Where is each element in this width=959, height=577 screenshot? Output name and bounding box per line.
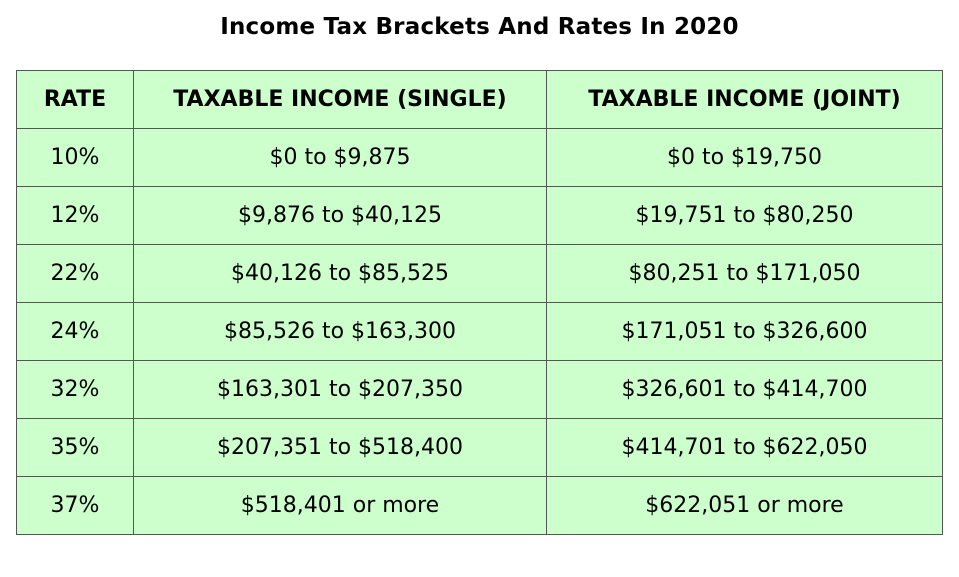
table-row: 24% $85,526 to $163,300 $171,051 to $326…	[16, 302, 943, 361]
rate-cell: 22%	[16, 244, 134, 303]
table-row: 12% $9,876 to $40,125 $19,751 to $80,250	[16, 186, 943, 245]
single-income-cell: $85,526 to $163,300	[133, 302, 547, 361]
table-row: 35% $207,351 to $518,400 $414,701 to $62…	[16, 418, 943, 477]
tax-brackets-table: RATE TAXABLE INCOME (SINGLE) TAXABLE INC…	[16, 70, 943, 535]
table-row: 10% $0 to $9,875 $0 to $19,750	[16, 128, 943, 187]
header-taxable-income-single: TAXABLE INCOME (SINGLE)	[133, 70, 547, 129]
header-rate: RATE	[16, 70, 134, 129]
table-row: 32% $163,301 to $207,350 $326,601 to $41…	[16, 360, 943, 419]
single-income-cell: $518,401 or more	[133, 476, 547, 535]
single-income-cell: $40,126 to $85,525	[133, 244, 547, 303]
table-row: 22% $40,126 to $85,525 $80,251 to $171,0…	[16, 244, 943, 303]
single-income-cell: $0 to $9,875	[133, 128, 547, 187]
rate-cell: 24%	[16, 302, 134, 361]
single-income-cell: $9,876 to $40,125	[133, 186, 547, 245]
rate-cell: 32%	[16, 360, 134, 419]
joint-income-cell: $326,601 to $414,700	[546, 360, 943, 419]
table-row: 37% $518,401 or more $622,051 or more	[16, 476, 943, 535]
joint-income-cell: $622,051 or more	[546, 476, 943, 535]
table-header-row: RATE TAXABLE INCOME (SINGLE) TAXABLE INC…	[16, 70, 943, 129]
joint-income-cell: $414,701 to $622,050	[546, 418, 943, 477]
single-income-cell: $163,301 to $207,350	[133, 360, 547, 419]
rate-cell: 35%	[16, 418, 134, 477]
joint-income-cell: $171,051 to $326,600	[546, 302, 943, 361]
header-taxable-income-joint: TAXABLE INCOME (JOINT)	[546, 70, 943, 129]
page-title: Income Tax Brackets And Rates In 2020	[220, 14, 739, 40]
rate-cell: 10%	[16, 128, 134, 187]
joint-income-cell: $80,251 to $171,050	[546, 244, 943, 303]
rate-cell: 37%	[16, 476, 134, 535]
single-income-cell: $207,351 to $518,400	[133, 418, 547, 477]
joint-income-cell: $0 to $19,750	[546, 128, 943, 187]
joint-income-cell: $19,751 to $80,250	[546, 186, 943, 245]
rate-cell: 12%	[16, 186, 134, 245]
